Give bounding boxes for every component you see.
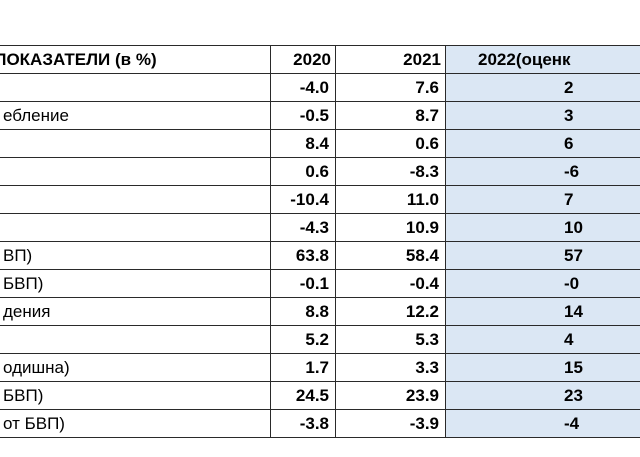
cell-2020[interactable]: 8.4	[270, 129, 336, 158]
cell-2022-estimate[interactable]: 2	[445, 73, 640, 102]
row-label-cell[interactable]	[0, 73, 271, 102]
table-row: дения 8.8 12.2 14	[0, 297, 640, 326]
table-row: одишна) 1.7 3.3 15	[0, 353, 640, 382]
cell-2022-estimate[interactable]: 14	[445, 297, 640, 326]
cell-2020[interactable]: -3.8	[270, 409, 336, 438]
indicators-table: НИ ПОКАЗАТЕЛИ (в %) 2020 2021 2022(оценк…	[0, 45, 640, 438]
table-row: -10.4 11.0 7	[0, 185, 640, 214]
header-2022-estimate[interactable]: 2022(оценк	[445, 45, 640, 74]
cell-2022-estimate[interactable]: 6	[445, 129, 640, 158]
table-row: от БВП) -3.8 -3.9 -4	[0, 409, 640, 438]
header-row: НИ ПОКАЗАТЕЛИ (в %) 2020 2021 2022(оценк	[0, 45, 640, 74]
row-label-cell[interactable]	[0, 129, 271, 158]
cell-2022-estimate[interactable]: 4	[445, 325, 640, 354]
cell-2020[interactable]: -0.1	[270, 269, 336, 298]
table-row: ебление -0.5 8.7 3	[0, 101, 640, 130]
cell-2021[interactable]: 12.2	[335, 297, 446, 326]
cell-2021[interactable]: -3.9	[335, 409, 446, 438]
cell-2020[interactable]: 0.6	[270, 157, 336, 186]
header-indicators[interactable]: НИ ПОКАЗАТЕЛИ (в %)	[0, 45, 271, 74]
row-label-cell[interactable]: ВП)	[0, 241, 271, 270]
row-label-cell[interactable]	[0, 185, 271, 214]
cell-2021[interactable]: 58.4	[335, 241, 446, 270]
table-row: 0.6 -8.3 -6	[0, 157, 640, 186]
cell-2020[interactable]: 8.8	[270, 297, 336, 326]
table-row: БВП) 24.5 23.9 23	[0, 381, 640, 410]
row-label-cell[interactable]: БВП)	[0, 269, 271, 298]
table-row: -4.0 7.6 2	[0, 73, 640, 102]
cell-2020[interactable]: -0.5	[270, 101, 336, 130]
row-label-cell[interactable]: дения	[0, 297, 271, 326]
table-body: -4.0 7.6 2 ебление -0.5 8.7 3 8.4 0.6 6 0.6 -8.3 -6-…	[0, 73, 640, 438]
table-row: 5.2 5.3 4	[0, 325, 640, 354]
cell-2021[interactable]: 11.0	[335, 185, 446, 214]
table-row: ВП) 63.8 58.4 57	[0, 241, 640, 270]
cell-2022-estimate[interactable]: 7	[445, 185, 640, 214]
header-2021[interactable]: 2021	[335, 45, 446, 74]
row-label-cell[interactable]	[0, 325, 271, 354]
cell-2020[interactable]: 63.8	[270, 241, 336, 270]
cell-2022-estimate[interactable]: 3	[445, 101, 640, 130]
cell-2022-estimate[interactable]: 23	[445, 381, 640, 410]
cell-2022-estimate[interactable]: -6	[445, 157, 640, 186]
cell-2020[interactable]: 24.5	[270, 381, 336, 410]
cell-2020[interactable]: -4.0	[270, 73, 336, 102]
cell-2020[interactable]: 5.2	[270, 325, 336, 354]
cell-2022-estimate[interactable]: -0	[445, 269, 640, 298]
cell-2022-estimate[interactable]: 10	[445, 213, 640, 242]
cell-2020[interactable]: 1.7	[270, 353, 336, 382]
cell-2021[interactable]: 10.9	[335, 213, 446, 242]
cell-2020[interactable]: -10.4	[270, 185, 336, 214]
cell-2021[interactable]: -0.4	[335, 269, 446, 298]
cell-2021[interactable]: 5.3	[335, 325, 446, 354]
cell-2021[interactable]: 8.7	[335, 101, 446, 130]
cell-2021[interactable]: 7.6	[335, 73, 446, 102]
cell-2021[interactable]: 0.6	[335, 129, 446, 158]
cell-2021[interactable]: -8.3	[335, 157, 446, 186]
cell-2022-estimate[interactable]: -4	[445, 409, 640, 438]
header-2020[interactable]: 2020	[270, 45, 336, 74]
row-label-cell[interactable]: ебление	[0, 101, 271, 130]
table-row: -4.3 10.9 10	[0, 213, 640, 242]
cell-2021[interactable]: 23.9	[335, 381, 446, 410]
row-label-cell[interactable]: от БВП)	[0, 409, 271, 438]
cell-2020[interactable]: -4.3	[270, 213, 336, 242]
cell-2022-estimate[interactable]: 57	[445, 241, 640, 270]
row-label-cell[interactable]	[0, 213, 271, 242]
row-label-cell[interactable]: БВП)	[0, 381, 271, 410]
row-label-cell[interactable]: одишна)	[0, 353, 271, 382]
cell-2022-estimate[interactable]: 15	[445, 353, 640, 382]
row-label-cell[interactable]	[0, 157, 271, 186]
table-row: БВП) -0.1 -0.4 -0	[0, 269, 640, 298]
cell-2021[interactable]: 3.3	[335, 353, 446, 382]
table-row: 8.4 0.6 6	[0, 129, 640, 158]
